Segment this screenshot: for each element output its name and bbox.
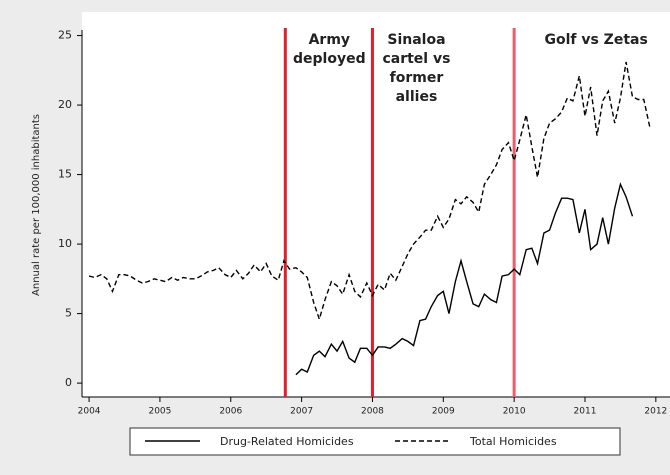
y-tick-label: 20 [58,98,72,111]
x-tick-label: 2005 [148,407,171,417]
series-line [295,182,634,376]
legend-label: Total Homicides [469,435,557,448]
legend-label: Drug-Related Homicides [220,435,354,448]
annotation: deployed [293,51,366,67]
plot-area [82,12,670,397]
annotation: allies [396,89,438,105]
x-tick-label: 2007 [290,407,313,417]
x-tick-label: 2009 [432,407,455,417]
x-tick-label: 2011 [574,407,597,417]
annotation: cartel vs [382,51,450,67]
annotation: former [390,70,444,86]
annotation: Army [309,32,350,48]
y-tick-label: 0 [65,376,72,389]
y-tick-label: 10 [58,237,72,250]
annotation: Sinaloa [387,32,445,48]
y-tick-label: 5 [65,307,72,320]
series-line [88,61,651,322]
x-tick-label: 2008 [361,407,384,417]
annotation: Golf vs Zetas [544,32,647,48]
x-tick-label: 2004 [78,407,101,417]
legend [129,427,621,456]
x-tick-label: 2012 [644,407,667,417]
y-tick-label: 25 [58,29,72,42]
y-tick-label: 15 [58,168,72,181]
y-axis-label: Annual rate per 100,000 inhabitants [31,114,42,296]
x-tick-label: 2006 [219,407,242,417]
x-tick-label: 2010 [503,407,526,417]
